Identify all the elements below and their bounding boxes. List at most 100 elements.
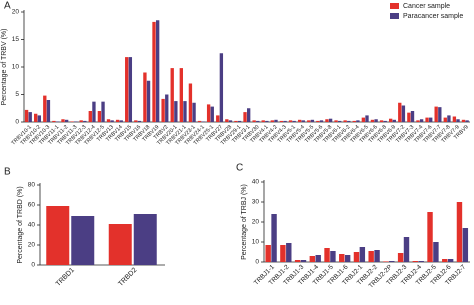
bar	[225, 119, 229, 122]
bar	[252, 120, 256, 122]
bar	[425, 117, 429, 122]
bar	[219, 53, 224, 122]
bar	[361, 117, 366, 122]
bar	[307, 120, 311, 122]
y-axis-label: Percentage of TRBJ (%)	[241, 184, 248, 260]
bar	[447, 115, 451, 122]
bar	[61, 119, 65, 122]
bar	[456, 202, 463, 262]
bar	[83, 120, 87, 122]
bar	[256, 120, 260, 122]
bar	[434, 106, 438, 122]
bar	[201, 121, 205, 122]
bar	[165, 94, 169, 122]
bar	[392, 119, 396, 122]
bar	[297, 119, 302, 122]
bar	[37, 115, 42, 122]
legend-swatch	[390, 3, 399, 9]
legend-label: Paracancer sample	[403, 13, 463, 20]
bar	[110, 120, 114, 122]
bar	[228, 120, 233, 122]
bar	[97, 111, 102, 122]
bar	[309, 256, 316, 262]
bar	[325, 119, 329, 122]
bar	[330, 251, 336, 262]
bar	[294, 260, 301, 262]
bar	[352, 120, 356, 122]
bar	[379, 120, 384, 122]
bar	[34, 113, 38, 122]
bar	[301, 120, 305, 122]
bar	[319, 120, 324, 122]
bar	[271, 214, 277, 262]
bar	[64, 119, 69, 122]
bar	[433, 242, 439, 262]
bar	[279, 120, 284, 122]
bar	[383, 261, 389, 262]
bar	[134, 120, 138, 122]
bar	[237, 120, 242, 122]
bar	[338, 120, 342, 122]
bar	[71, 216, 95, 265]
bar	[429, 117, 433, 122]
panel-label: A	[4, 1, 11, 12]
bar	[101, 101, 105, 122]
bar	[174, 101, 178, 122]
bar	[128, 57, 133, 122]
y-tick-label: 20	[28, 242, 36, 249]
bar	[292, 120, 296, 122]
bar	[206, 104, 211, 122]
bar	[324, 248, 330, 262]
panel-label: B	[4, 167, 11, 178]
bar	[388, 118, 393, 122]
bar	[356, 120, 360, 122]
bar	[88, 111, 92, 122]
y-tick-label: 0	[15, 119, 19, 126]
bar	[70, 121, 74, 122]
y-tick-label: 20	[12, 9, 20, 16]
bar	[46, 206, 70, 265]
bar	[334, 120, 338, 122]
bar	[359, 247, 366, 262]
y-tick-label: 30	[252, 199, 260, 206]
x-tick-label: TRBD1	[55, 267, 76, 288]
bar	[92, 101, 96, 122]
bar	[280, 245, 286, 262]
bar	[442, 259, 448, 262]
bar	[300, 260, 307, 262]
bar	[55, 121, 60, 122]
bar	[183, 101, 187, 122]
bar	[443, 117, 447, 122]
bar	[270, 120, 275, 122]
bar	[344, 255, 351, 262]
bar	[328, 118, 333, 122]
bar	[24, 109, 29, 122]
bar	[192, 102, 196, 122]
bar	[343, 120, 347, 122]
y-axis-label: Percentage of TRBD (%)	[17, 186, 24, 263]
bar	[374, 250, 380, 262]
bar	[197, 120, 202, 122]
y-tick-label: 10	[252, 239, 260, 246]
bar	[370, 119, 375, 122]
y-axis-label: Percentage of TRBV (%)	[1, 29, 8, 106]
y-tick-label: 15	[12, 36, 20, 43]
bar	[170, 68, 174, 122]
bar	[179, 68, 183, 122]
bar	[274, 119, 278, 122]
bar	[247, 108, 251, 122]
y-tick-label: 40	[28, 222, 36, 229]
bar	[339, 254, 345, 262]
bar	[427, 212, 433, 262]
bar	[125, 57, 129, 122]
bar	[353, 252, 360, 262]
bar	[152, 21, 156, 122]
bar	[310, 119, 315, 122]
legend-swatch	[390, 13, 399, 19]
bar	[28, 112, 32, 122]
bar	[143, 72, 147, 122]
bar	[407, 112, 411, 122]
bar	[462, 228, 469, 262]
bar	[265, 245, 271, 262]
bar	[365, 115, 369, 122]
